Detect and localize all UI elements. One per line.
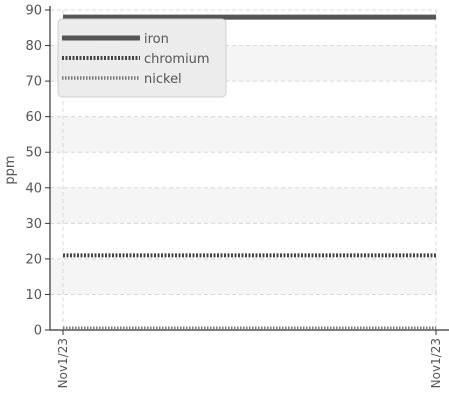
x-tick-label: Nov1/23 bbox=[56, 338, 70, 388]
x-tick-label: Nov1/23 bbox=[429, 338, 443, 388]
series-lines bbox=[63, 14, 436, 330]
y-tick-label: 20 bbox=[25, 252, 42, 267]
y-tick-label: 50 bbox=[25, 146, 42, 161]
legend[interactable]: iron chromium nickel bbox=[57, 18, 227, 98]
plot-axes bbox=[45, 6, 449, 335]
legend-label-nickel: nickel bbox=[144, 72, 182, 87]
y-tick-labels: 0 10 20 30 40 50 60 70 80 90 bbox=[25, 4, 42, 339]
legend-label-chromium: chromium bbox=[144, 52, 210, 67]
y-tick-label: 70 bbox=[25, 75, 42, 90]
y-tick-label: 60 bbox=[25, 110, 42, 125]
y-tick-label: 30 bbox=[25, 217, 42, 232]
y-tick-label: 40 bbox=[25, 181, 42, 196]
y-tick-label: 90 bbox=[25, 4, 42, 19]
legend-label-iron: iron bbox=[144, 32, 169, 47]
y-tick-label: 80 bbox=[25, 39, 42, 54]
y-tick-label: 10 bbox=[25, 288, 42, 303]
plot-band bbox=[50, 258, 437, 295]
plot-band bbox=[50, 187, 437, 224]
y-axis-label: ppm bbox=[3, 155, 18, 184]
plot-grid bbox=[50, 9, 437, 330]
y-tick-label: 0 bbox=[34, 324, 42, 339]
plot-band bbox=[50, 116, 437, 153]
x-tick-labels: Nov1/23 Nov1/23 bbox=[56, 338, 443, 388]
